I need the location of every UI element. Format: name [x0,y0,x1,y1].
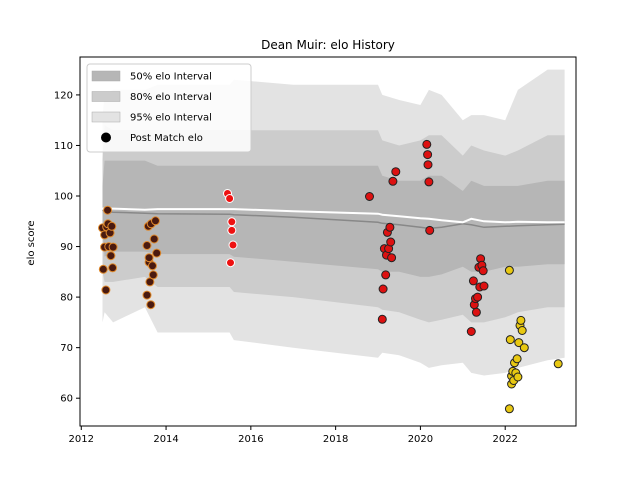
data-point-series-2 [381,270,391,280]
data-point-series-3 [505,335,515,345]
y-tick-label: 80 [60,293,73,304]
data-point-series-0 [108,263,118,273]
data-point-series-1 [225,194,235,203]
x-tick-label: 2022 [492,434,517,445]
data-point-series-2 [468,276,478,286]
data-point-series-0 [146,300,156,310]
data-point-series-0 [98,264,108,274]
y-tick-label: 60 [60,394,73,405]
data-point-series-2 [422,139,432,149]
legend-swatch-80 [91,91,121,102]
data-point-series-0 [103,205,113,215]
data-point-series-0 [144,253,154,263]
axes-frame [79,56,577,427]
data-point-series-2 [423,150,433,160]
data-point-series-0 [107,221,117,231]
data-point-series-0 [149,234,159,244]
y-tick-label: 110 [54,141,73,152]
legend-swatch-95 [91,111,121,123]
data-point-series-0 [101,285,111,295]
data-point-series-3 [512,354,522,364]
data-point-series-2 [466,327,476,336]
legend: 50% elo Interval 80% elo Interval 95% elo … [86,63,252,153]
data-point-series-3 [516,315,526,325]
data-point-series-0 [142,290,152,300]
y-axis-label: elo score [26,220,37,265]
legend-label: 95% elo Interval [130,113,212,124]
data-point-series-2 [365,192,374,201]
data-point-series-2 [478,266,488,276]
data-point-series-2 [388,176,398,186]
legend-marker-post-match [101,132,111,143]
x-tick-label: 2014 [153,434,178,445]
data-point-series-3 [504,265,514,275]
band-50 [102,160,565,277]
data-point-series-3 [514,338,524,348]
data-point-series-1 [227,225,237,235]
data-point-series-3 [553,359,563,369]
data-point-series-3 [504,404,514,414]
data-point-series-3 [519,343,529,353]
data-point-series-0 [148,261,157,271]
legend-label: 50% elo Interval [130,72,212,83]
data-point-series-2 [423,160,433,170]
data-point-series-3 [513,372,523,382]
data-point-series-0 [108,242,118,252]
legend-swatch-50 [91,70,121,82]
chart-title: Dean Muir: elo History [261,38,395,52]
x-tick-label: 2016 [238,434,263,445]
data-point-series-0 [148,270,158,280]
y-tick-label: 120 [54,90,73,101]
data-point-series-0 [145,277,155,287]
x-tick-label: 2020 [408,434,433,445]
data-point-series-0 [106,251,116,261]
axes: 2012 2014 2016 2018 2020 2022 60 70 80 90 100 110 12… [54,56,577,445]
y-tick-label: 90 [60,242,73,253]
y-tick-label: 100 [54,192,73,203]
legend-label: Post Match elo [130,133,203,144]
x-tick-label: 2012 [69,434,94,445]
data-point-series-1 [227,217,237,227]
legend-label: 80% elo Interval [130,92,212,103]
x-tick-label: 2018 [323,434,348,445]
data-point-series-2 [386,237,396,247]
data-point-series-2 [424,177,434,187]
data-point-series-2 [473,292,483,302]
mean-elo-line [102,207,565,224]
data-point-series-2 [378,284,388,294]
data-point-series-2 [471,307,481,317]
data-point-series-1 [226,258,235,268]
legend-box [86,63,252,153]
data-point-series-2 [385,222,395,232]
data-point-series-2 [377,314,387,324]
data-point-series-0 [142,241,152,250]
data-point-series-1 [228,240,238,250]
median-elo-line [102,209,565,230]
data-point-series-0 [151,216,160,226]
data-point-series-2 [425,225,435,235]
data-point-series-0 [152,248,162,258]
data-point-series-2 [391,167,401,177]
data-point-series-2 [387,253,397,263]
data-point-series-2 [479,281,489,291]
y-tick-label: 70 [60,343,73,354]
data-point-series-3 [517,326,527,335]
